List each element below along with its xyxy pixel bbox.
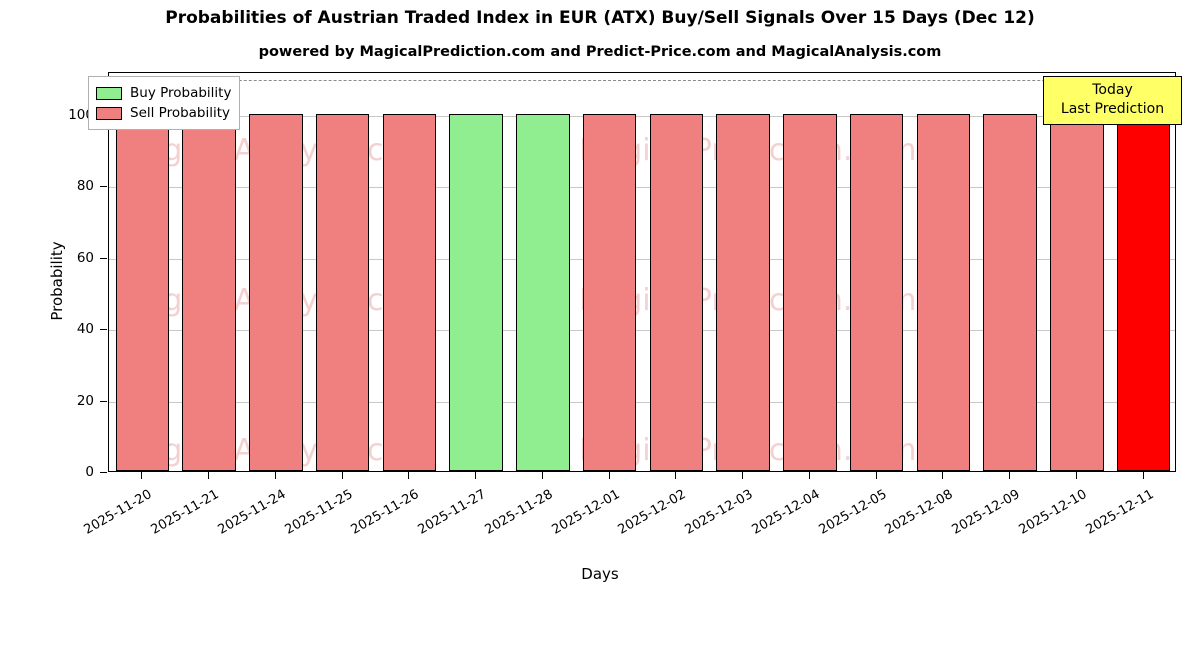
x-axis-tick (1142, 472, 1144, 479)
legend-swatch-buy (96, 86, 122, 100)
x-axis-tick (1009, 472, 1011, 479)
gridline (109, 258, 1175, 260)
y-axis-tick (100, 472, 107, 473)
x-axis-tick (942, 472, 944, 479)
gridline (109, 330, 1175, 332)
y-axis-labels: 0 20 40 60 80 100 (0, 72, 104, 480)
legend-label-sell: Sell Probability (130, 105, 231, 121)
legend-swatch-sell (96, 106, 122, 120)
bar (1116, 113, 1171, 471)
gridline (109, 115, 1175, 117)
bar (1050, 113, 1104, 471)
y-axis-tick (100, 329, 107, 331)
y-axis-tick-label: 20 (76, 392, 94, 409)
gridline (109, 187, 1175, 189)
gridline (109, 401, 1175, 403)
x-axis-tick (341, 472, 343, 479)
reference-line (109, 80, 1175, 82)
y-axis-tick-label: 40 (76, 321, 94, 338)
x-axis-tick (1075, 472, 1077, 479)
x-axis-tick (141, 472, 143, 479)
bar (582, 113, 637, 471)
x-axis-title: Days (581, 565, 619, 583)
x-axis-tick (475, 472, 477, 479)
y-axis-tick-label: 80 (76, 178, 94, 195)
y-axis-tick-label: 100 (68, 106, 94, 123)
y-axis-tick-label: 60 (76, 249, 94, 266)
bar (649, 113, 704, 471)
chart-title: Probabilities of Austrian Traded Index i… (165, 8, 1035, 28)
bar (983, 113, 1037, 471)
chart-subtitle: powered by MagicalPrediction.com and Pre… (258, 44, 942, 60)
y-axis-tick (100, 186, 107, 188)
bar (783, 113, 837, 471)
today-annotation-line1: Today (1092, 82, 1133, 98)
x-axis-tick (808, 472, 810, 479)
x-axis-tick (608, 472, 610, 479)
x-axis-tick (742, 472, 744, 479)
x-axis-tick (875, 472, 877, 479)
x-axis-tick (541, 472, 543, 479)
bar (315, 113, 370, 471)
today-annotation-line2: Last Prediction (1060, 101, 1165, 117)
legend-label-buy: Buy Probability (130, 85, 232, 101)
bars-layer (109, 73, 1175, 471)
x-axis-labels: 2025-11-20 2025-11-21 2025-11-24 2025-11-25… (0, 483, 1200, 593)
x-axis-tick (408, 472, 410, 479)
bar (249, 113, 303, 471)
bar (716, 113, 770, 471)
bar (916, 113, 971, 471)
x-axis-tick (274, 472, 276, 479)
bar (382, 113, 437, 471)
legend-item-sell: Sell Probability (96, 103, 231, 123)
x-axis-tick (208, 472, 210, 479)
bar (516, 113, 570, 471)
y-axis-tick-label: 0 (85, 464, 94, 480)
today-annotation: Today Last Prediction (1043, 76, 1182, 125)
y-axis-tick (100, 400, 107, 402)
y-axis-tick (100, 257, 107, 259)
bar (449, 113, 503, 471)
bar (115, 113, 170, 471)
x-axis-tick (675, 472, 677, 479)
plot-area: MagicalAnalysis.comMagicalPrediction.com… (108, 72, 1176, 472)
chart-figure: Probabilities of Austrian Traded Index i… (0, 8, 1200, 593)
chart-legend: Buy Probability Sell Probability (88, 76, 241, 130)
bar (849, 113, 904, 471)
legend-item-buy: Buy Probability (96, 83, 231, 103)
bar (182, 113, 236, 471)
